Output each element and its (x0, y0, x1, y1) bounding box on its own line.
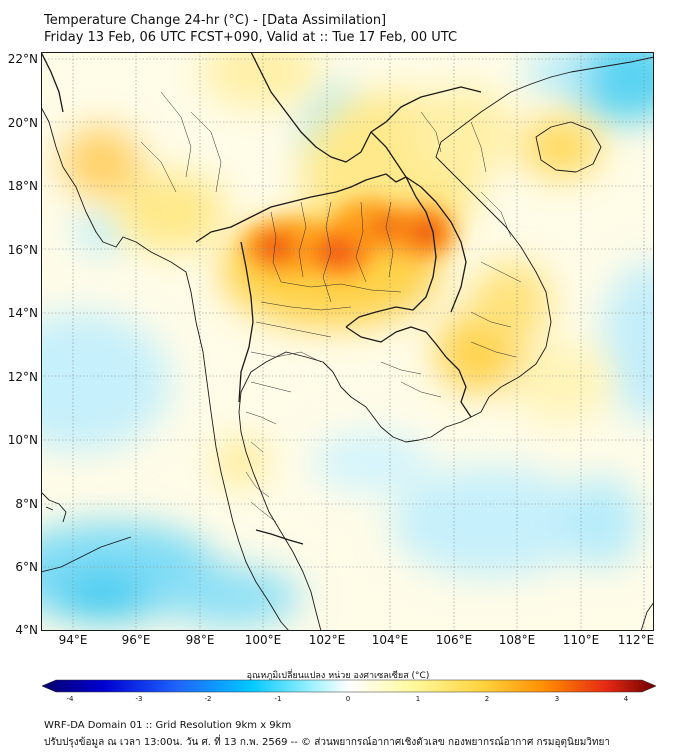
lat-label: 6°N (15, 560, 38, 574)
coastline-gulf-thailand-west (238, 351, 334, 453)
footer-credit: ปรับปรุงข้อมูล ณ เวลา 13:00น. วัน ศ. ที่… (44, 737, 610, 748)
lon-label: 106°E (435, 633, 473, 647)
border-thailand-malaysia (255, 529, 304, 545)
footer-model-info: WRF-DA Domain 01 :: Grid Resolution 9km … (44, 720, 292, 731)
colorbar-tick: 2 (484, 695, 490, 703)
coastline-andaman-islands (41, 491, 67, 523)
lat-label: 10°N (7, 433, 38, 447)
lat-label: 12°N (7, 370, 38, 384)
border-india-myanmar (41, 52, 64, 113)
lon-label: 104°E (371, 633, 409, 647)
coastline-hainan (535, 121, 602, 173)
colorbar-tick: -2 (204, 695, 212, 703)
title-line-1: Temperature Change 24-hr (°C) - [Data As… (44, 13, 387, 28)
colorbar-tick: 4 (623, 695, 629, 703)
colorbar-fill (42, 679, 656, 693)
lon-label: 96°E (121, 633, 151, 647)
lon-label: 94°E (58, 633, 88, 647)
lat-label: 20°N (7, 116, 38, 130)
temperature-change-map (41, 52, 654, 631)
colorbar (42, 679, 656, 693)
lon-label: 108°E (498, 633, 536, 647)
lat-label: 22°N (7, 52, 38, 66)
colorbar-title: อุณหภูมิเปลี่ยนแปลง หน่วย องศาเซลเซียส (… (246, 671, 430, 681)
border-thailand-cambodia (345, 326, 447, 358)
coastline-sumatra (41, 536, 132, 573)
border-myanmar-china (250, 52, 372, 163)
lat-label: 4°N (15, 623, 38, 637)
cooling-field (41, 52, 654, 627)
border-vietnam-china (370, 86, 482, 133)
coastline-borneo (640, 601, 654, 631)
border-laos-vietnam (370, 131, 467, 313)
map-frame (41, 52, 654, 631)
title-line-2: Friday 13 Feb, 06 UTC FCST+090, Valid at… (44, 30, 458, 45)
border-cambodia-vietnam (445, 356, 472, 418)
colorbar-tick: 3 (554, 695, 560, 703)
border-thailand-laos (335, 173, 437, 328)
warming-core (241, 199, 456, 277)
coastline-gulf-thailand-east (332, 371, 490, 443)
colorbar-tick: -4 (66, 695, 74, 703)
colorbar-tick: -1 (274, 695, 282, 703)
map-title: Temperature Change 24-hr (°C) - [Data As… (44, 12, 457, 46)
coastlines (41, 56, 654, 631)
province-borders (140, 91, 522, 523)
lat-label: 14°N (7, 306, 38, 320)
lon-label: 100°E (244, 633, 282, 647)
lat-label: 8°N (15, 497, 38, 511)
lat-label: 18°N (7, 179, 38, 193)
graticule (41, 52, 654, 631)
coastline-vietnam-east (435, 56, 654, 398)
lat-label: 16°N (7, 243, 38, 257)
lon-label: 110°E (562, 633, 600, 647)
border-thailand-myanmar (195, 191, 337, 403)
coastline-myanmar-west (41, 106, 240, 543)
coastline-malay-west (238, 541, 290, 631)
lon-label: 102°E (308, 633, 346, 647)
colorbar-tick: -3 (135, 695, 143, 703)
coastline-malay-east (245, 451, 322, 631)
lon-label: 112°E (617, 633, 655, 647)
colorbar-tick: 1 (415, 695, 421, 703)
country-borders (41, 52, 482, 545)
colorbar-tick: 0 (345, 695, 351, 703)
lon-label: 98°E (185, 633, 215, 647)
